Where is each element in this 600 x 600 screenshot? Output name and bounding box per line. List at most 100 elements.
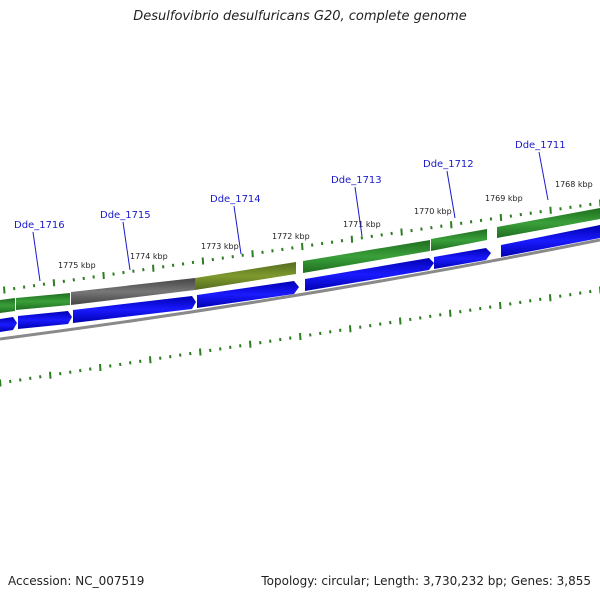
kbp-label: 1771 kbp <box>343 220 381 229</box>
gene-arrow[interactable] <box>197 281 299 308</box>
gene-labels: Dde_1716 Dde_1715 Dde_1714 Dde_1713 Dde_… <box>14 140 566 231</box>
ruler-tick <box>239 344 242 348</box>
feature-segment[interactable] <box>16 293 70 310</box>
ruler-ticks-upper <box>3 199 600 294</box>
gene-label-dde-1714[interactable]: Dde_1714 <box>210 194 261 205</box>
ruler-tick <box>579 204 582 208</box>
kbp-label: 1774 kbp <box>130 252 168 261</box>
ruler-tick <box>489 217 493 221</box>
ruler-tick <box>89 367 92 371</box>
ruler-tick <box>559 207 562 211</box>
ruler-tick <box>181 262 185 266</box>
ruler-ticks-lower <box>0 286 600 387</box>
gene-track <box>0 225 600 332</box>
ruler-tick <box>59 372 62 376</box>
ruler-tick <box>329 330 332 334</box>
feature-segment-olive[interactable] <box>195 262 296 290</box>
ruler-tick <box>161 265 165 269</box>
ruler-tick <box>22 285 26 289</box>
ruler-tick <box>102 271 105 280</box>
ruler-tick <box>281 247 284 252</box>
ruler-tick <box>569 292 572 297</box>
ruler-tick <box>320 241 324 246</box>
ruler-tick <box>519 212 523 217</box>
ruler-tick <box>559 294 562 298</box>
ruler-tick <box>32 283 36 288</box>
ruler-tick <box>450 221 453 229</box>
ruler-tick <box>569 205 572 210</box>
ruler-tick <box>439 313 442 317</box>
feature-segment[interactable] <box>0 298 15 313</box>
ruler-tick <box>39 375 42 379</box>
ruler-tick <box>549 294 552 302</box>
ruler-tick <box>221 256 225 260</box>
map-title: Desulfovibrio desulfuricans G20, complet… <box>133 9 467 24</box>
kbp-label: 1770 kbp <box>414 207 452 216</box>
ruler-tick <box>271 249 274 253</box>
ruler-tick <box>309 333 312 337</box>
ruler-tick <box>259 341 262 345</box>
backbone-line <box>0 238 600 341</box>
ruler-tick <box>92 275 95 279</box>
ruler-tick <box>339 328 342 332</box>
ruler-tick <box>82 276 85 281</box>
ruler-tick <box>589 202 592 207</box>
gene-arrow[interactable] <box>73 296 196 323</box>
ruler-tick <box>3 286 6 294</box>
ruler-tick <box>229 345 232 350</box>
ruler-tick <box>109 364 112 368</box>
ruler-tick <box>390 231 393 236</box>
ruler-tick <box>209 348 212 353</box>
ruler-tick <box>251 250 254 258</box>
ruler-tick <box>529 299 532 303</box>
kbp-label: 1775 kbp <box>58 261 96 270</box>
ruler-tick <box>231 254 234 259</box>
feature-segment-gray[interactable] <box>71 278 195 305</box>
ruler-tick <box>159 356 162 360</box>
gene-arrow[interactable] <box>305 258 434 291</box>
genome-summary-text: Topology: circular; Length: 3,730,232 bp… <box>261 574 591 588</box>
feature-segment[interactable] <box>497 208 600 238</box>
ruler-tick <box>509 302 512 306</box>
kbp-label: 1772 kbp <box>272 232 310 241</box>
ruler-tick <box>549 206 552 214</box>
ruler-tick <box>179 353 182 357</box>
ruler-tick <box>219 347 222 351</box>
gene-arrow[interactable] <box>434 248 491 269</box>
ruler-tick <box>419 316 422 320</box>
ruler-tick <box>330 240 334 244</box>
ruler-tick <box>149 356 152 364</box>
gene-arrow[interactable] <box>0 317 17 332</box>
ruler-tick <box>189 351 192 356</box>
ruler-tick <box>129 361 132 365</box>
ruler-tick <box>191 260 195 265</box>
ruler-tick <box>241 253 244 257</box>
gene-label-dde-1711[interactable]: Dde_1711 <box>515 140 566 151</box>
ruler-tick <box>479 218 483 223</box>
ruler-tick <box>12 286 16 291</box>
ruler-tick <box>499 213 503 222</box>
ruler-tick <box>539 210 542 214</box>
feature-segment[interactable] <box>431 229 487 251</box>
gene-label-dde-1713[interactable]: Dde_1713 <box>331 175 382 186</box>
ruler-tick <box>52 279 56 287</box>
ruler-tick <box>261 250 264 254</box>
kbp-label: 1769 kbp <box>485 194 523 203</box>
gene-arrow[interactable] <box>18 311 72 329</box>
ruler-tick <box>99 363 102 372</box>
ruler-tick <box>409 317 412 322</box>
ruler-tick <box>69 370 72 374</box>
accession-text: Accession: NC_007519 <box>8 574 145 588</box>
feature-segment[interactable] <box>303 240 430 273</box>
ruler-tick <box>529 211 532 215</box>
ruler-tick <box>509 214 513 218</box>
ruler-tick <box>389 320 392 325</box>
ruler-tick <box>152 264 155 272</box>
gene-arrow[interactable] <box>501 225 600 257</box>
gene-label-dde-1712[interactable]: Dde_1712 <box>423 159 474 170</box>
gene-label-dde-1715[interactable]: Dde_1715 <box>100 210 151 221</box>
ruler-tick <box>49 371 52 379</box>
ruler-tick <box>469 220 473 224</box>
gene-label-dde-1716[interactable]: Dde_1716 <box>14 220 65 231</box>
